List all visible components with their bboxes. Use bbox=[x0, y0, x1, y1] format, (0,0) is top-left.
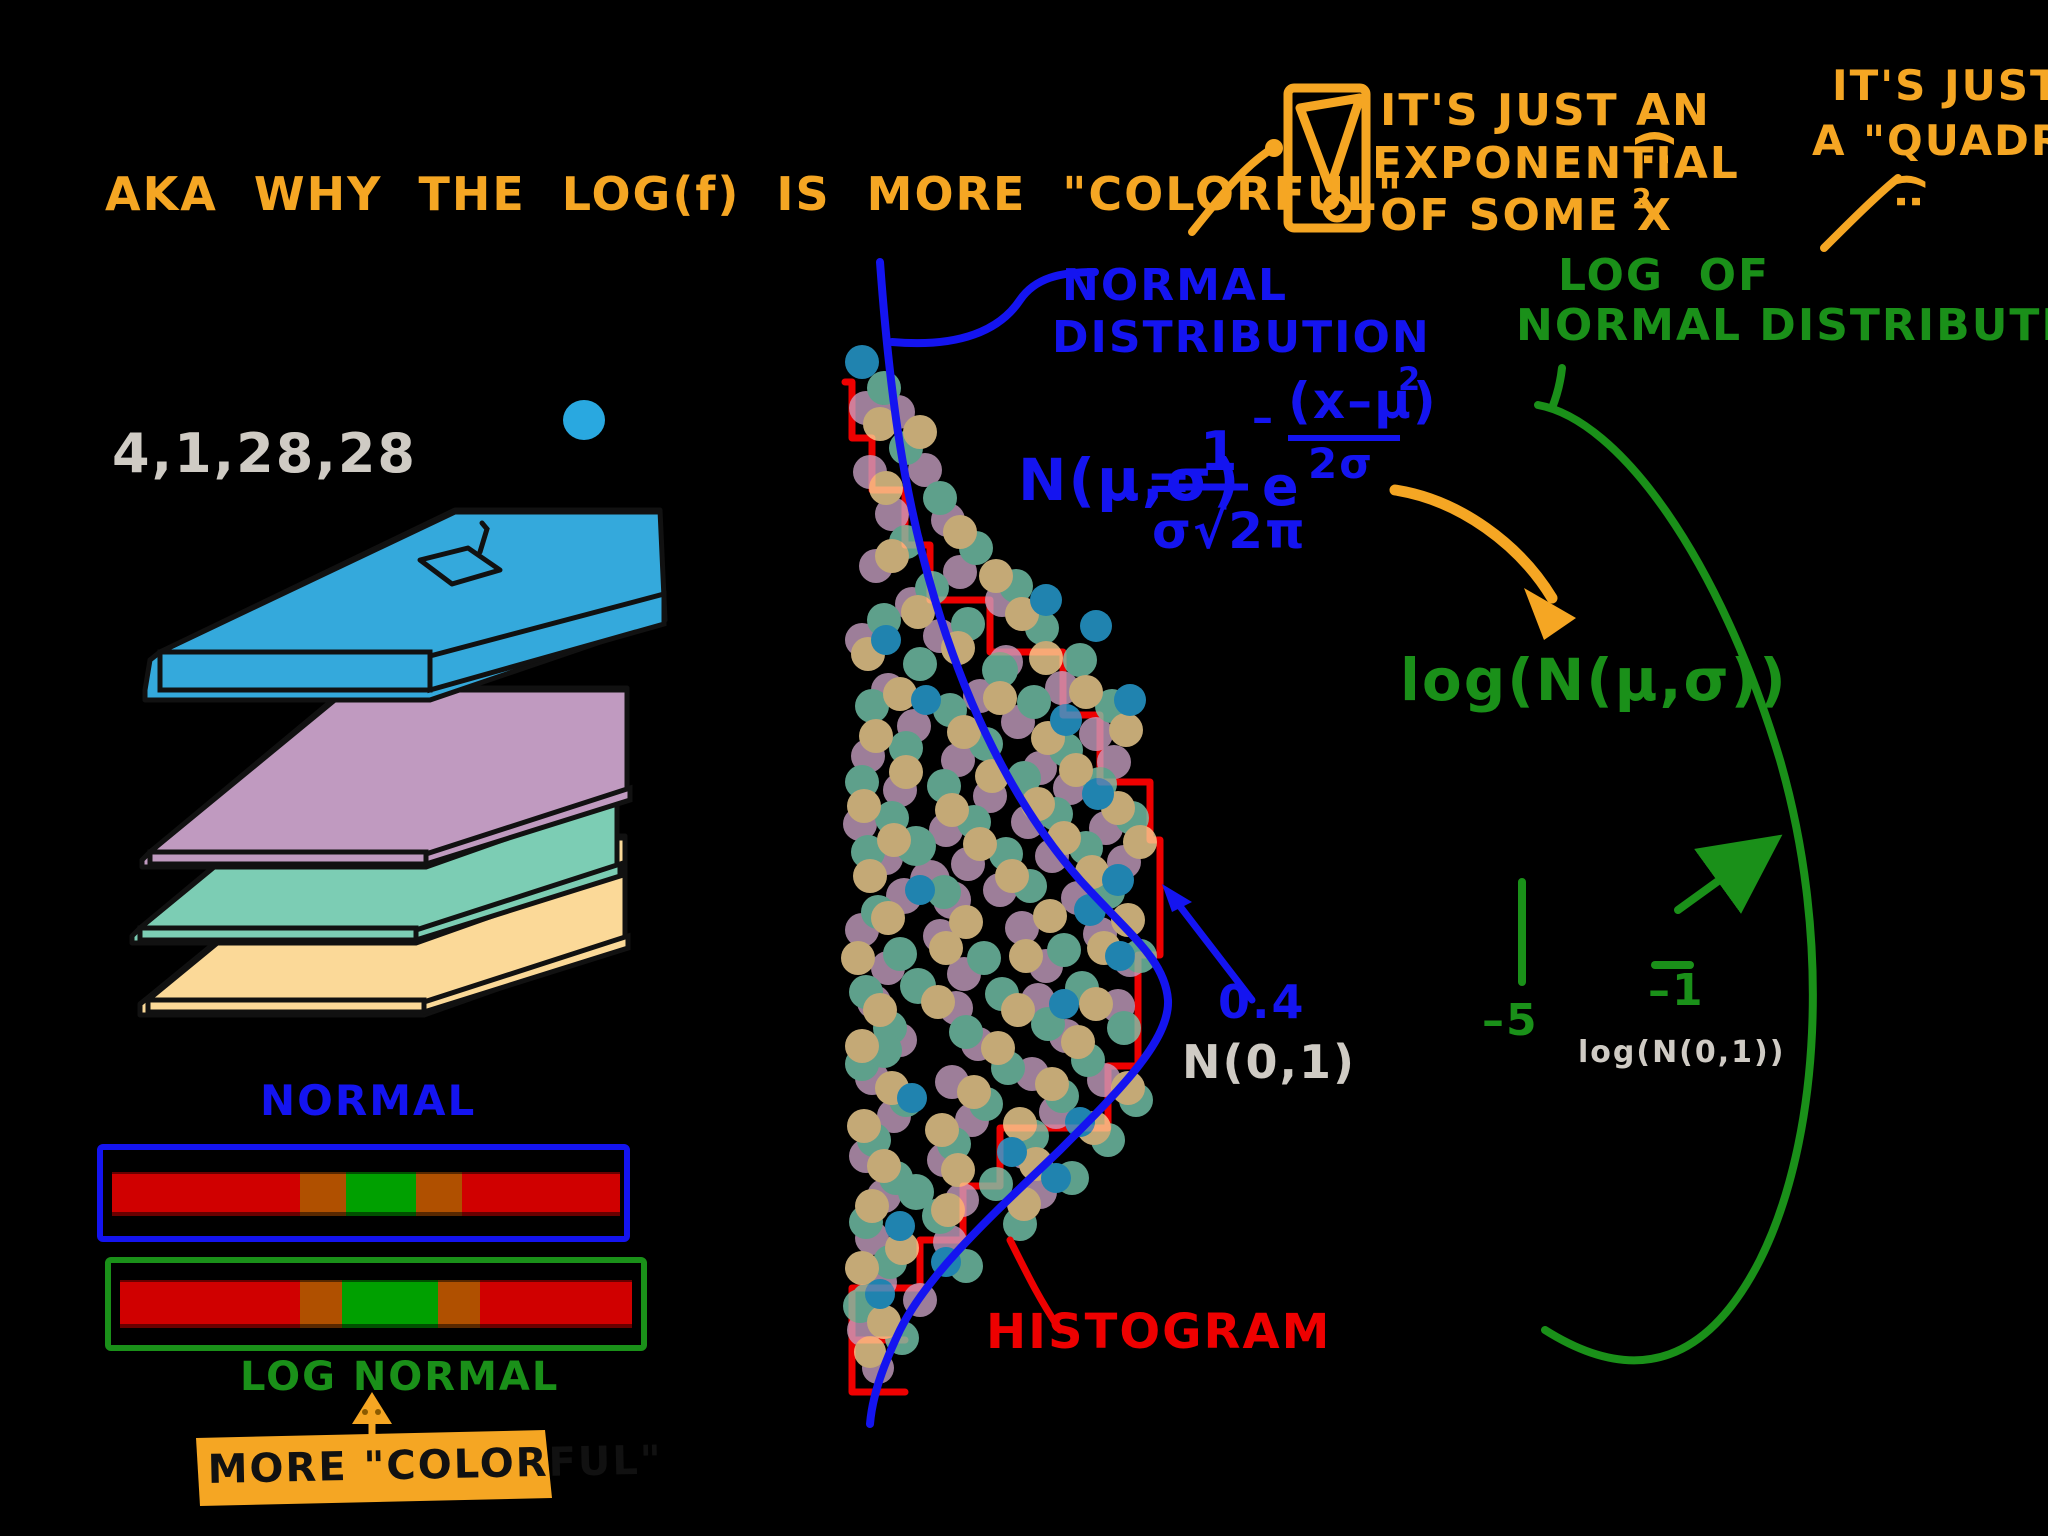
formula-exp-numerator: (x–μ) bbox=[1288, 372, 1438, 430]
formula-equals: = bbox=[1146, 450, 1193, 513]
exponential-line2: EXPONENTIAL bbox=[1372, 138, 1740, 189]
formula-exp-denominator: 2σ bbox=[1308, 439, 1374, 488]
layer-blue bbox=[142, 507, 668, 703]
formula-lhs: N(μ,σ) bbox=[1018, 446, 1241, 514]
quadratic-line1: IT'S JUST bbox=[1832, 61, 2048, 110]
warning-box-icon bbox=[1283, 83, 1371, 233]
log-curve-pointer bbox=[1674, 834, 1783, 914]
formula-exp-minus: – bbox=[1252, 393, 1275, 442]
log-of-normal-label: LOG OF NORMAL DISTRIBUTION bbox=[1516, 250, 2048, 351]
formula-exp-power: 2 bbox=[1398, 360, 1422, 398]
sample-scatter bbox=[841, 345, 1157, 1384]
stray-blue-dot bbox=[563, 400, 605, 440]
exponential-callout-leader bbox=[1188, 146, 1274, 236]
exponential-callout: IT'S JUST AN EXPONENTIAL :) OF SOME X 2 bbox=[1372, 85, 1740, 241]
quadratic-callout: IT'S JUST A "QUADRATIC" :) bbox=[1812, 61, 2048, 210]
more-colorful-label: MORE "COLORFUL" bbox=[207, 1437, 663, 1493]
exponential-line3: OF SOME X bbox=[1380, 190, 1673, 241]
tick-label-minus5: –5 bbox=[1482, 995, 1539, 1046]
log-normal-curve bbox=[1534, 401, 1817, 1365]
tensor-shape-label: 4,1,28,28 bbox=[112, 422, 417, 485]
exponential-exponent: 2 bbox=[1632, 182, 1653, 215]
log-of-normal-line2: NORMAL DISTRIBUTION bbox=[1516, 300, 2048, 351]
normal-strip-label: NORMAL bbox=[260, 1076, 476, 1125]
peak-value-label: 0.4 bbox=[1218, 975, 1306, 1029]
transform-arrow bbox=[1389, 484, 1558, 604]
histogram-label-leader bbox=[1006, 1236, 1064, 1334]
formula-numerator: 1 bbox=[1200, 420, 1240, 483]
normal-label-leader bbox=[888, 268, 1099, 348]
normal-distribution-line2: DISTRIBUTION bbox=[1052, 312, 1431, 363]
quadratic-smiley: :) bbox=[1881, 170, 1930, 210]
highlighted-cell bbox=[417, 545, 503, 587]
cell-pointer-line bbox=[477, 520, 490, 555]
log-normal-strip-graphic bbox=[105, 1257, 647, 1351]
quadratic-callout-leader bbox=[1820, 174, 1902, 252]
normal-distribution-line1: NORMAL bbox=[1062, 260, 1288, 311]
peak-value-leader bbox=[1168, 892, 1256, 1004]
more-colorful-box bbox=[196, 1430, 552, 1506]
log-of-normal-line1: LOG OF bbox=[1558, 250, 1770, 301]
normal-strip-graphic bbox=[97, 1144, 630, 1242]
formula-denominator: σ√2π bbox=[1152, 502, 1307, 560]
page-title: AKA WHY THE LOG(f) IS MORE "COLORFUL" bbox=[105, 167, 1404, 221]
normal-distribution-label: NORMAL DISTRIBUTION bbox=[1052, 260, 1431, 363]
curve-name-label: N(0,1) bbox=[1182, 1035, 1356, 1089]
normal-pdf-curve bbox=[866, 258, 1173, 1428]
log-normal-strip-label: LOG NORMAL bbox=[240, 1354, 559, 1400]
log-normal-formula: log(N(μ,σ)) bbox=[1400, 646, 1788, 714]
exponential-smiley: :) bbox=[1628, 126, 1679, 168]
exponential-line1: IT'S JUST AN bbox=[1380, 85, 1711, 136]
log-curve-name-label: log(N(0,1)) bbox=[1578, 1035, 1785, 1070]
tick-label-minus1: –1 bbox=[1648, 965, 1705, 1016]
formula-e: e bbox=[1262, 455, 1301, 518]
normal-formula: N(μ,σ) = 1 σ√2π e – (x–μ) 2 2σ bbox=[1018, 360, 1438, 560]
feature-map-stack bbox=[129, 507, 668, 1018]
log-label-leader bbox=[1548, 364, 1566, 412]
histogram-label: HISTOGRAM bbox=[986, 1304, 1331, 1360]
quadratic-line2: A "QUADRATIC" bbox=[1812, 116, 2048, 165]
